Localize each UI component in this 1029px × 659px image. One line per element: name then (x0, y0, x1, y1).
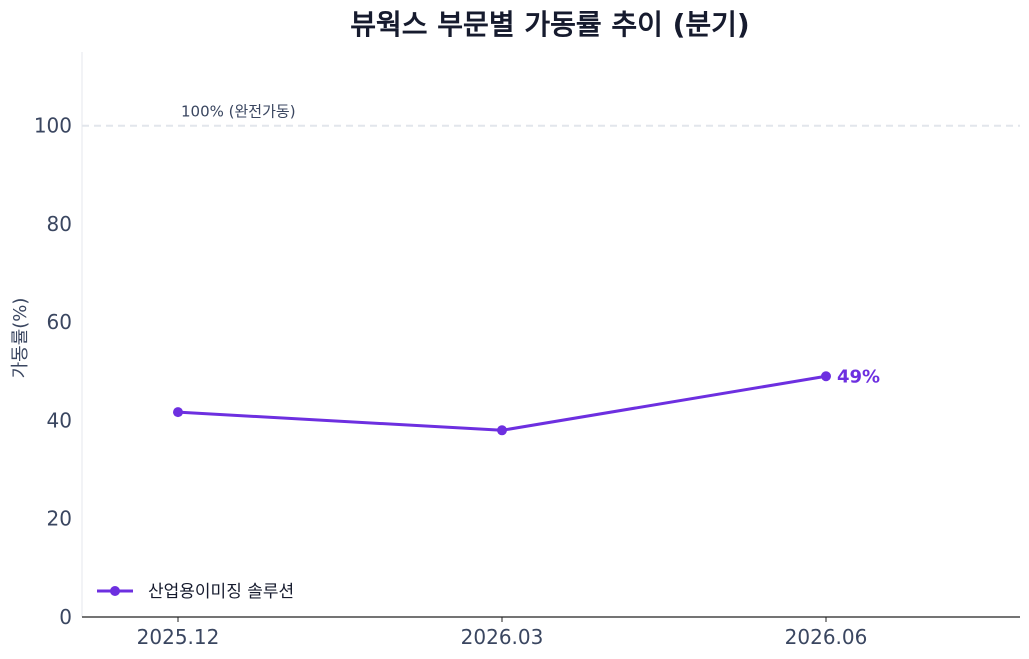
y-tick-label: 60 (47, 310, 72, 334)
x-axis-ticks: 2025.12 2026.03 2026.06 (137, 617, 868, 649)
legend-dot-marker (110, 586, 120, 596)
reference-line-label: 100% (완전가동) (181, 103, 296, 121)
y-tick-label: 100 (34, 114, 72, 138)
chart-title: 뷰웍스 부문별 가동률 추이 (분기) (350, 8, 749, 41)
series-group (173, 371, 831, 436)
axes (81, 52, 1020, 618)
legend-label: 산업용이미징 솔루션 (148, 582, 294, 602)
data-point (821, 371, 831, 382)
y-tick-label: 20 (47, 507, 72, 531)
y-axis-label: 가동률(%) (10, 298, 31, 379)
data-point (173, 407, 183, 418)
x-tick-label: 2026.06 (785, 625, 868, 649)
series-line (177, 374, 827, 432)
y-tick-label: 0 (59, 605, 72, 629)
y-axis-ticks: 0 20 40 60 80 100 (34, 114, 72, 629)
x-tick-label: 2026.03 (461, 625, 544, 649)
data-point (497, 425, 507, 436)
y-tick-label: 80 (47, 212, 72, 236)
legend: 산업용이미징 솔루션 (97, 582, 294, 602)
x-tick-label: 2025.12 (137, 625, 220, 649)
last-point-data-label: 49% (837, 366, 880, 387)
y-tick-label: 40 (47, 408, 72, 432)
